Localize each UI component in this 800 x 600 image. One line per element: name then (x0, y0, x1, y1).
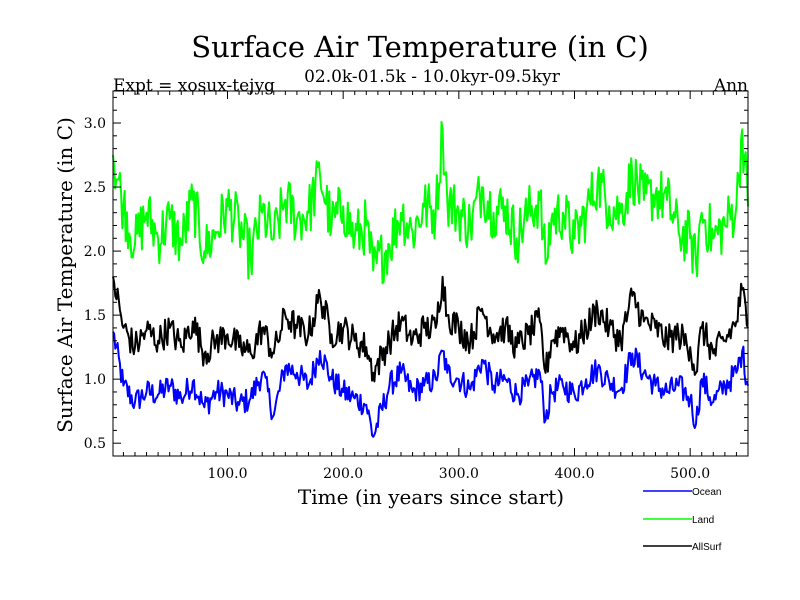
plot-frame (112, 90, 749, 457)
y-tick-label: 1.5 (84, 308, 106, 324)
y-tick-label: 1.0 (84, 372, 106, 388)
x-axis-label: Time (in years since start) (298, 485, 564, 509)
legend-label-allsurf: AllSurf (692, 542, 722, 553)
series-line-land (112, 120, 749, 285)
y-tick-label: 3.0 (84, 116, 106, 132)
y-tick-label: 2.0 (84, 244, 106, 260)
series-line-allsurf (112, 275, 749, 383)
legend-label-ocean: Ocean (692, 487, 721, 498)
x-tick-label: 300.0 (439, 466, 479, 482)
chart-subtitle: 02.0k-01.5k - 10.0kyr-09.5kyr (304, 67, 561, 87)
x-tick-label: 400.0 (554, 466, 594, 482)
y-tick-label: 0.5 (84, 436, 106, 452)
y-tick-label: 2.5 (84, 180, 106, 196)
x-tick-label: 200.0 (323, 466, 363, 482)
chart-right-label: Ann (713, 76, 748, 96)
x-tick-label: 100.0 (207, 466, 247, 482)
series-line-ocean (112, 331, 749, 438)
x-tick-label: 500.0 (670, 466, 710, 482)
y-axis-label: Surface Air Temperature (in C) (53, 117, 77, 433)
legend-label-land: Land (692, 515, 714, 526)
chart-title: Surface Air Temperature (in C) (191, 30, 649, 64)
